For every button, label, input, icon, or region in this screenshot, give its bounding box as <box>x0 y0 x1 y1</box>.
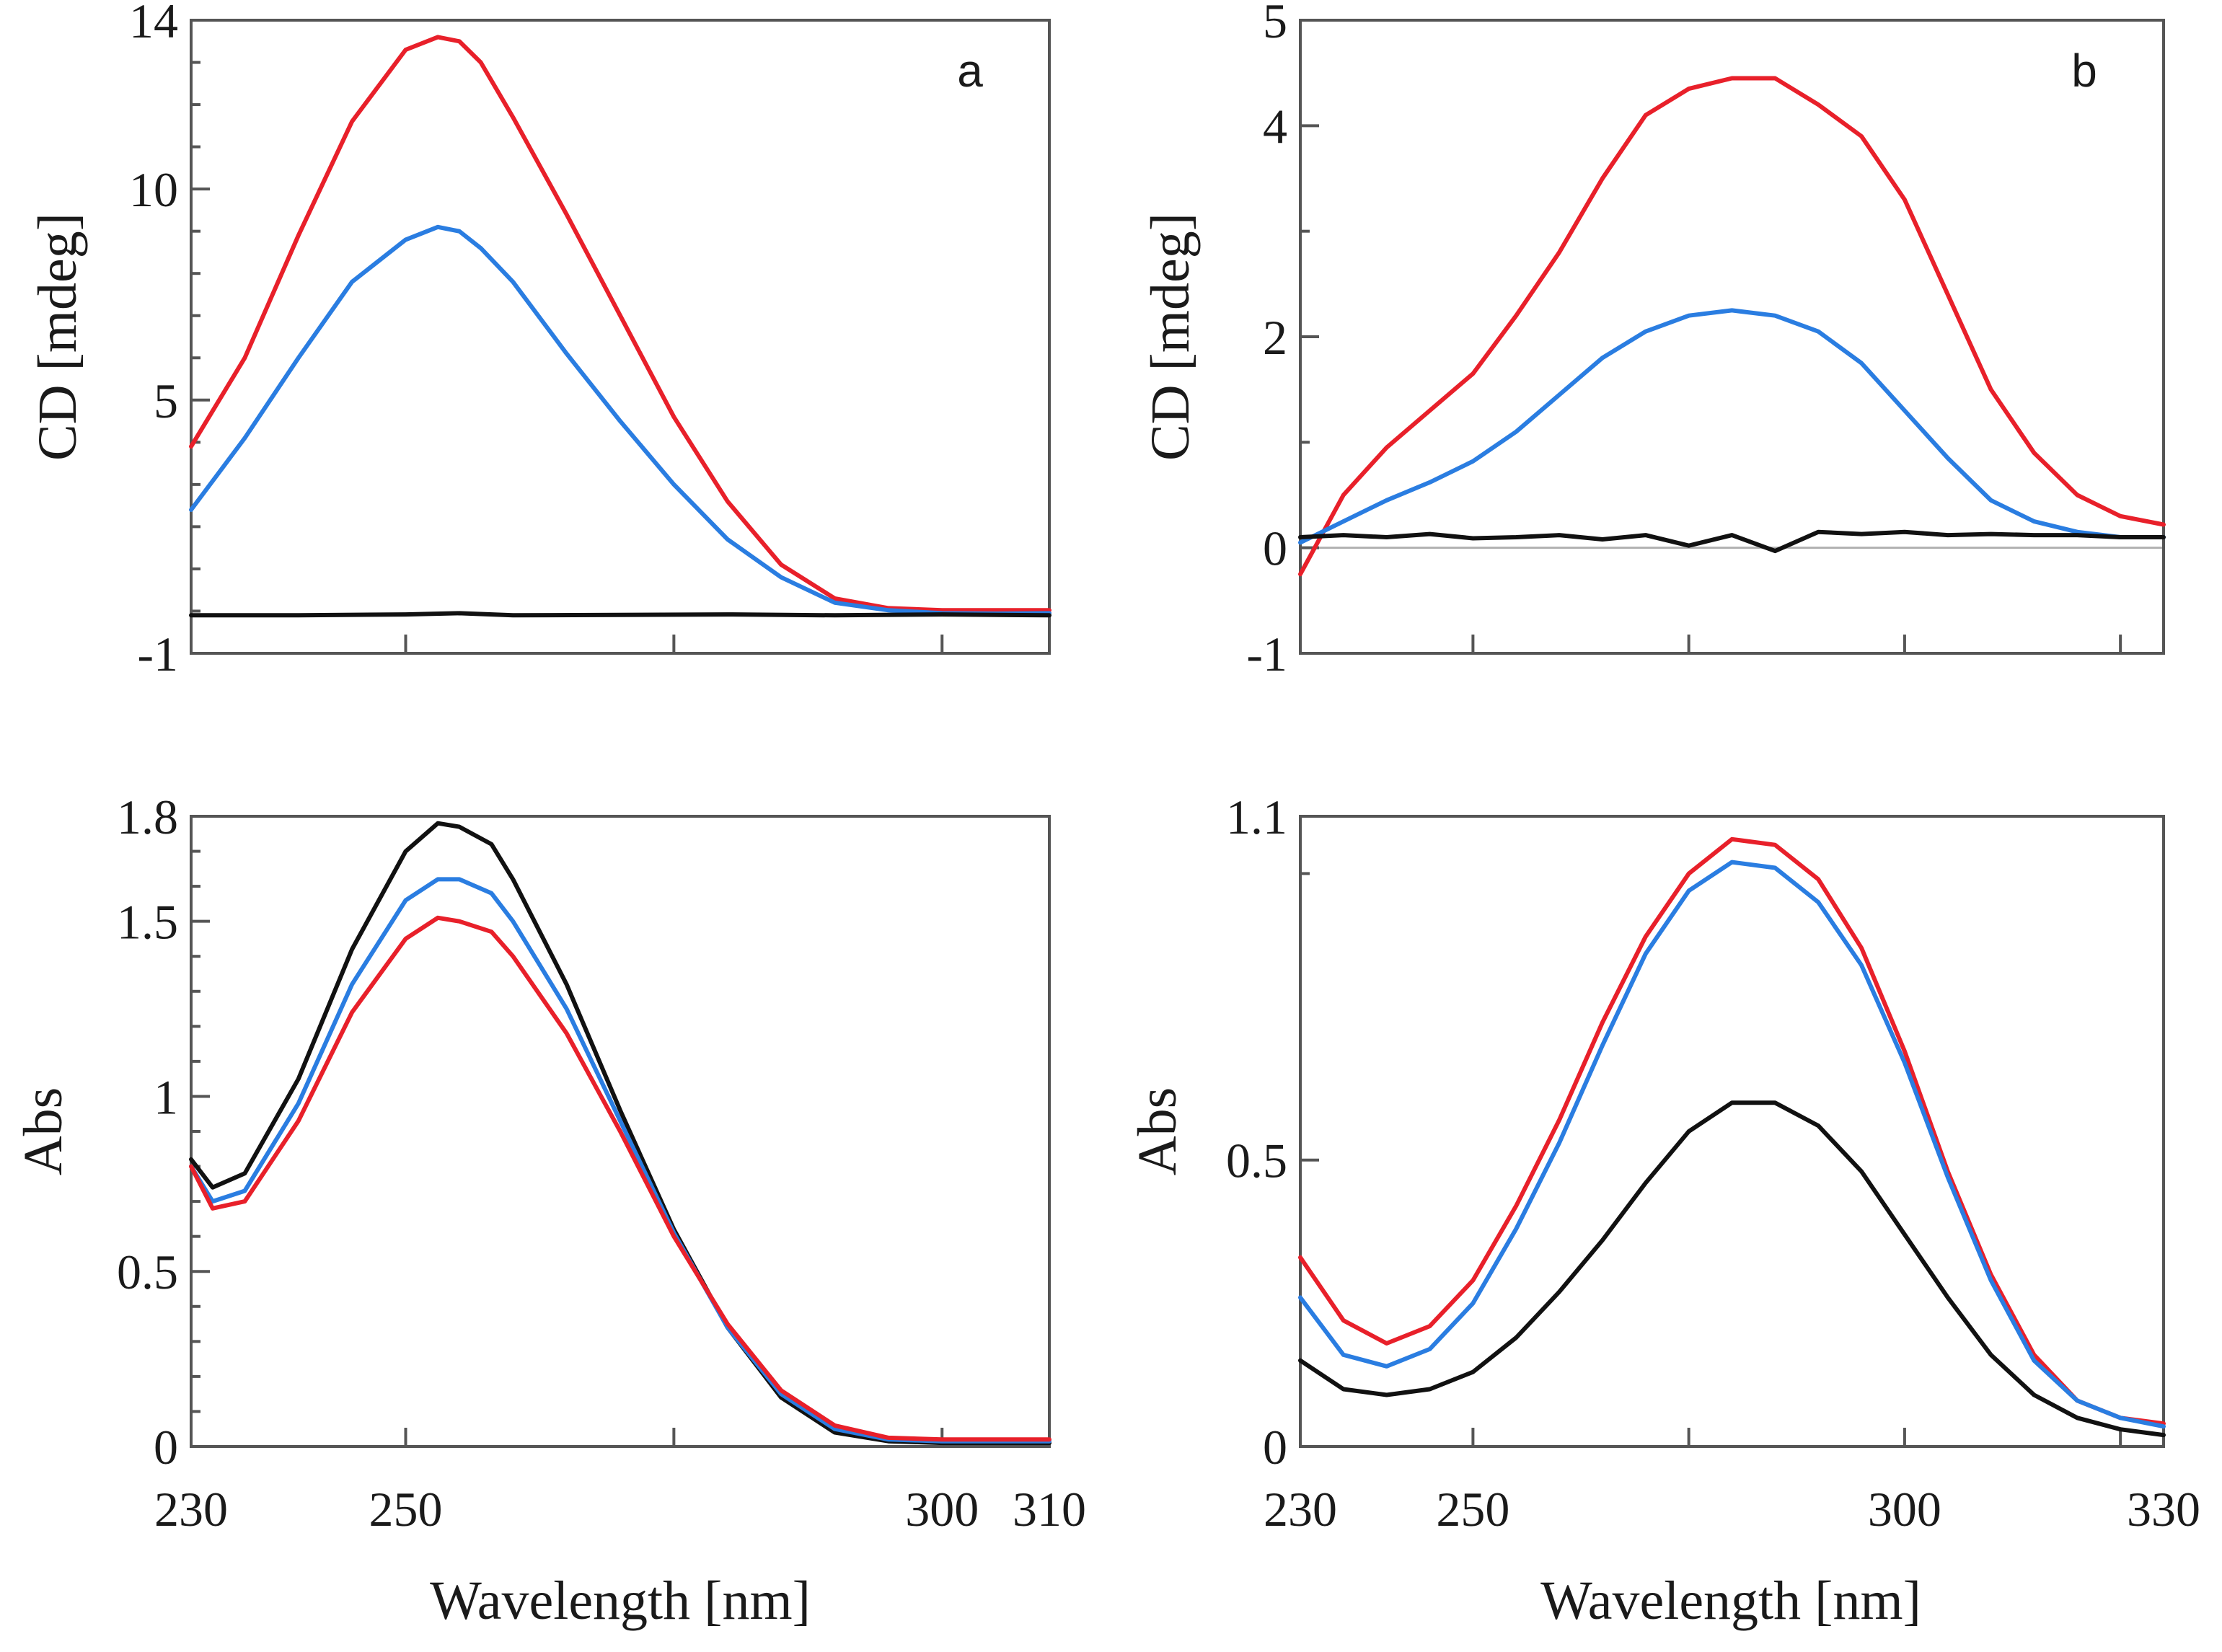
y-tick-label: 1 <box>154 1069 178 1124</box>
plot-frame <box>1299 19 2165 655</box>
y-tick-label: 1.5 <box>117 895 178 950</box>
y-axis-title: Abs <box>13 1087 74 1175</box>
y-tick-label: 0 <box>154 1420 178 1475</box>
series-line-blue <box>1298 860 2166 1429</box>
y-tick-label: 14 <box>129 0 178 48</box>
series-line-black <box>1298 1100 2166 1438</box>
y-tick-label: 1.8 <box>117 790 178 844</box>
y-tick-label: 0.5 <box>1226 1134 1287 1188</box>
y-tick-label: 5 <box>1263 0 1287 48</box>
x-tick-label: 300 <box>905 1482 979 1537</box>
y-axis-title: CD [mdeg] <box>1140 213 1201 461</box>
y-tick-label: -1 <box>1246 627 1287 681</box>
series-line-red <box>189 915 1052 1442</box>
x-axis-title: Wavelength [nm] <box>430 1571 811 1631</box>
x-tick-label: 250 <box>1436 1482 1509 1537</box>
series-line-blue <box>189 877 1052 1444</box>
x-tick-label: 300 <box>1868 1482 1941 1537</box>
y-axis-title: Abs <box>1127 1087 1188 1175</box>
y-tick-label: 5 <box>154 374 178 428</box>
chart-panel-abs-a: 1.8 1.5 1 0.5 0 230 250 300 310 Abs Wavelength [nm… <box>13 790 1086 1631</box>
panel-label: b <box>2071 45 2097 97</box>
y-tick-label: 0 <box>1263 1420 1287 1475</box>
x-axis-title: Wavelength [nm] <box>1540 1571 1921 1631</box>
x-tick-label: 250 <box>369 1482 443 1537</box>
series-line-blue <box>189 224 1052 616</box>
chart-panel-cd-b: 5 4 2 0 -1 CD [mdeg] b <box>1140 0 2166 681</box>
y-tick-label: 1.1 <box>1226 790 1287 844</box>
chart-panel-abs-b: 1.1 0.5 0 230 250 300 330 Abs Wavelength [nm] <box>1127 790 2200 1631</box>
x-tick-label: 310 <box>1013 1482 1086 1537</box>
series-line-red <box>1298 76 2166 577</box>
panel-label: a <box>957 45 983 97</box>
y-tick-label: 10 <box>129 162 178 217</box>
x-tick-label: 230 <box>1264 1482 1337 1537</box>
plot-frame <box>190 19 1051 655</box>
x-tick-label: 230 <box>154 1482 228 1537</box>
series-line-black <box>1298 529 2166 554</box>
y-tick-label: 4 <box>1263 99 1287 154</box>
x-tick-label: 330 <box>2127 1482 2200 1537</box>
y-tick-label: 0 <box>1263 521 1287 576</box>
series-line-blue <box>1298 308 2166 545</box>
chart-panel-cd-a: 14 10 5 -1 CD [mdeg] a <box>27 0 1052 681</box>
y-tick-label: -1 <box>137 627 178 681</box>
series-line-red <box>189 35 1052 613</box>
series-line-black <box>189 611 1052 618</box>
y-tick-label: 2 <box>1263 310 1287 365</box>
y-axis-title: CD [mdeg] <box>27 213 88 461</box>
series-line-red <box>1298 836 2166 1426</box>
y-tick-label: 0.5 <box>117 1245 178 1299</box>
plot-frame <box>1299 815 2165 1448</box>
